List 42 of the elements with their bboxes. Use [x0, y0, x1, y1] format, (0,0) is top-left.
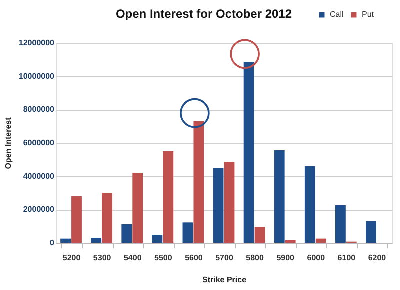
- bar: [224, 162, 235, 243]
- y-tick-label: 12000000: [18, 38, 56, 48]
- y-tick-label: 4000000: [23, 172, 56, 181]
- bar: [122, 224, 132, 243]
- legend-label: Put: [362, 10, 375, 19]
- bar: [254, 227, 266, 243]
- bar: [152, 235, 163, 243]
- bar: [163, 151, 174, 243]
- x-tick-label: 5400: [124, 254, 142, 262]
- legend-label: Call: [330, 10, 344, 19]
- bar: [316, 238, 326, 243]
- y-tick-label: 0: [50, 238, 56, 248]
- x-tick-label: 6200: [368, 254, 387, 262]
- y-axis-title: Open Interest: [4, 117, 13, 170]
- y-tick-label: 6000000: [23, 138, 56, 148]
- bar: [132, 173, 144, 243]
- y-tick-label: 2000000: [23, 205, 56, 214]
- bar: [102, 193, 113, 243]
- bar: [274, 150, 285, 243]
- bar: [244, 62, 254, 243]
- x-tick-label: 5800: [246, 254, 264, 262]
- x-tick-label: 5600: [185, 254, 204, 262]
- bar: [60, 238, 71, 243]
- x-axis-title: Strike Price: [202, 276, 248, 284]
- x-tick-label: 5700: [216, 254, 234, 262]
- y-tick-label: 10000000: [18, 72, 56, 81]
- y-tick-label: 8000000: [23, 105, 56, 114]
- bar: [366, 221, 376, 243]
- bar: [194, 121, 204, 243]
- bar: [72, 196, 82, 243]
- chart-title: Open Interest for October 2012: [116, 7, 292, 21]
- bar: [182, 222, 194, 243]
- bar: [335, 206, 346, 243]
- x-tick-label: 5500: [154, 254, 173, 262]
- bar: [304, 166, 316, 243]
- bar: [91, 238, 102, 243]
- x-tick-label: 5200: [62, 254, 82, 262]
- x-tick-label: 6000: [307, 254, 326, 262]
- bar: [213, 168, 224, 243]
- x-tick-label: 6100: [338, 254, 356, 262]
- x-tick-label: 5900: [276, 254, 296, 262]
- x-tick-label: 5300: [93, 254, 112, 262]
